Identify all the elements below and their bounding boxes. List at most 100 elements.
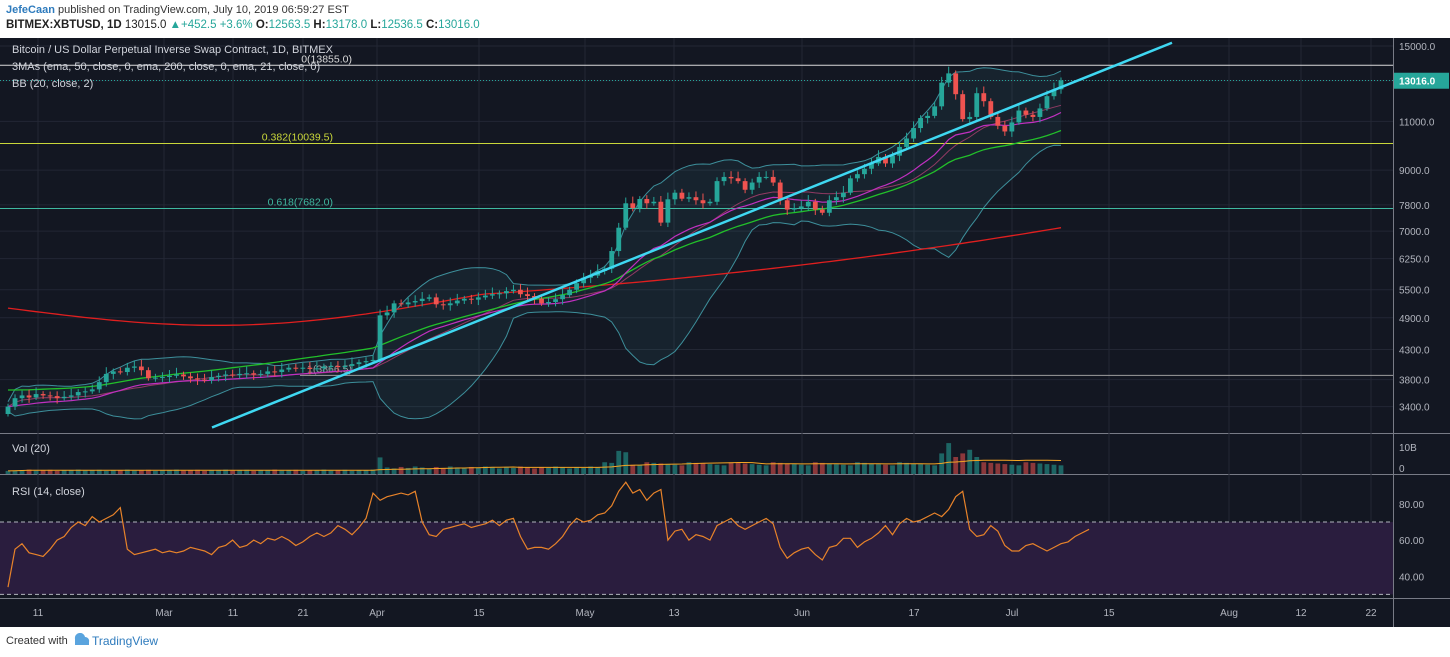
volume-ma-line (7, 459, 1062, 472)
candle-body (848, 178, 853, 193)
x-tick-label: 21 (297, 608, 309, 619)
chart-svg[interactable]: 0(13855.0)0.382(10039.5)0.618(7682.0)1(3… (0, 38, 1450, 627)
tradingview-brand[interactable]: TradingView (92, 634, 159, 648)
volume-bar (693, 462, 699, 474)
x-tick-label: 13 (668, 608, 680, 619)
volume-bar (33, 470, 39, 474)
candle-body (679, 192, 685, 199)
candle-body (862, 168, 867, 175)
fibonacci-levels: 0(13855.0)0.382(10039.5)0.618(7682.0)1(3… (0, 53, 1393, 376)
candle-body (1037, 108, 1043, 117)
volume-bar (518, 466, 523, 474)
rsi-tick-label: 60.00 (1399, 536, 1424, 547)
ma-legend: 3MAs (ema, 50, close, 0, ema, 200, close… (12, 61, 320, 73)
candle-body (497, 293, 502, 295)
volume-bar (805, 465, 811, 474)
candle-body (412, 301, 418, 303)
x-tick-label: 15 (1103, 608, 1115, 619)
volume-bar (377, 457, 383, 474)
volume-bar (5, 470, 11, 474)
candle-body (349, 364, 355, 366)
low-label: L: (370, 19, 382, 31)
price-tick-label: 7000.0 (1399, 227, 1430, 238)
volume-bar (897, 462, 902, 474)
candle-body (932, 106, 938, 116)
price-tick-label: 13016.0 (1399, 77, 1436, 88)
publish-info: published on TradingView.com, July 10, 2… (57, 4, 349, 16)
volume-bar (447, 466, 453, 474)
candle-body (61, 396, 67, 399)
volume-bar (791, 464, 797, 474)
volume-bar (995, 463, 1001, 474)
candle-body (342, 365, 348, 368)
volume-bar (103, 470, 109, 474)
candle-body (686, 197, 692, 199)
volume-bar (833, 464, 839, 474)
volume-bar (82, 470, 88, 474)
volume-bar (932, 465, 938, 474)
volume-bar (167, 470, 172, 474)
volume-bar (475, 467, 481, 474)
volume-bar (616, 450, 622, 474)
candle-body (1051, 89, 1057, 97)
volume-bar (328, 470, 334, 474)
legend: Bitcoin / US Dollar Perpetual Inverse Sw… (12, 44, 334, 498)
candle-body (398, 303, 404, 305)
volume-bar (110, 470, 116, 474)
bb-upper (7, 67, 1062, 403)
trendline[interactable] (211, 41, 1173, 429)
volume-bar (363, 470, 369, 474)
candle-body (110, 371, 116, 374)
candle-body (567, 289, 572, 296)
price-tick-label: 5500.0 (1399, 286, 1430, 297)
volume-bar (588, 466, 594, 474)
candle-body (419, 298, 425, 302)
candle-body (356, 362, 362, 365)
candle-body (447, 303, 453, 306)
trendline-group[interactable] (211, 41, 1173, 429)
candle-body (440, 304, 446, 306)
volume-bar (1009, 464, 1015, 474)
candle-body (370, 359, 376, 362)
volume-bar (181, 470, 186, 474)
candle-body (960, 94, 966, 120)
bb-fill (8, 67, 1061, 419)
candle-body (953, 73, 959, 95)
fib-level-label: 0(13855.0) (301, 53, 352, 65)
volume-bar (75, 469, 81, 474)
volume-bar (1058, 465, 1064, 474)
candle-body (202, 379, 207, 381)
chart-area[interactable]: 0(13855.0) 0.382(10039.5) 0.618(7682.0) 1(3… (0, 38, 1450, 627)
candle-body (946, 73, 952, 83)
rsi-legend: RSI (14, close) (12, 486, 85, 498)
candle-body (518, 289, 523, 295)
volume-bar (335, 470, 341, 474)
x-tick-label: 22 (1365, 608, 1377, 619)
volume-bar (251, 470, 257, 474)
volume-bar (721, 465, 727, 474)
candle-body (174, 374, 179, 376)
candle-body (714, 181, 720, 202)
candle-body (89, 389, 95, 392)
candle-body (26, 395, 32, 398)
close-label: C: (425, 19, 439, 31)
volume-bar (819, 462, 825, 474)
author-link[interactable]: JefeCaan (6, 4, 55, 16)
x-tick-label: Aug (1220, 608, 1238, 619)
price-tick-label: 3400.0 (1399, 403, 1430, 414)
volume-bar (61, 470, 67, 474)
volume-bar (904, 462, 909, 474)
volume-bar (749, 464, 755, 474)
candle-body (637, 199, 643, 208)
volume-bar (1016, 465, 1022, 474)
candle-body (40, 394, 46, 396)
candle-body (553, 299, 558, 302)
candle-body (855, 174, 860, 179)
volume-bar (623, 452, 629, 474)
candle-body (911, 128, 916, 139)
candle-body (1030, 114, 1036, 117)
low-value: 12536.5 (381, 19, 423, 31)
candle-body (819, 209, 825, 213)
volume-bar (1002, 464, 1008, 474)
candle-body (286, 367, 292, 370)
